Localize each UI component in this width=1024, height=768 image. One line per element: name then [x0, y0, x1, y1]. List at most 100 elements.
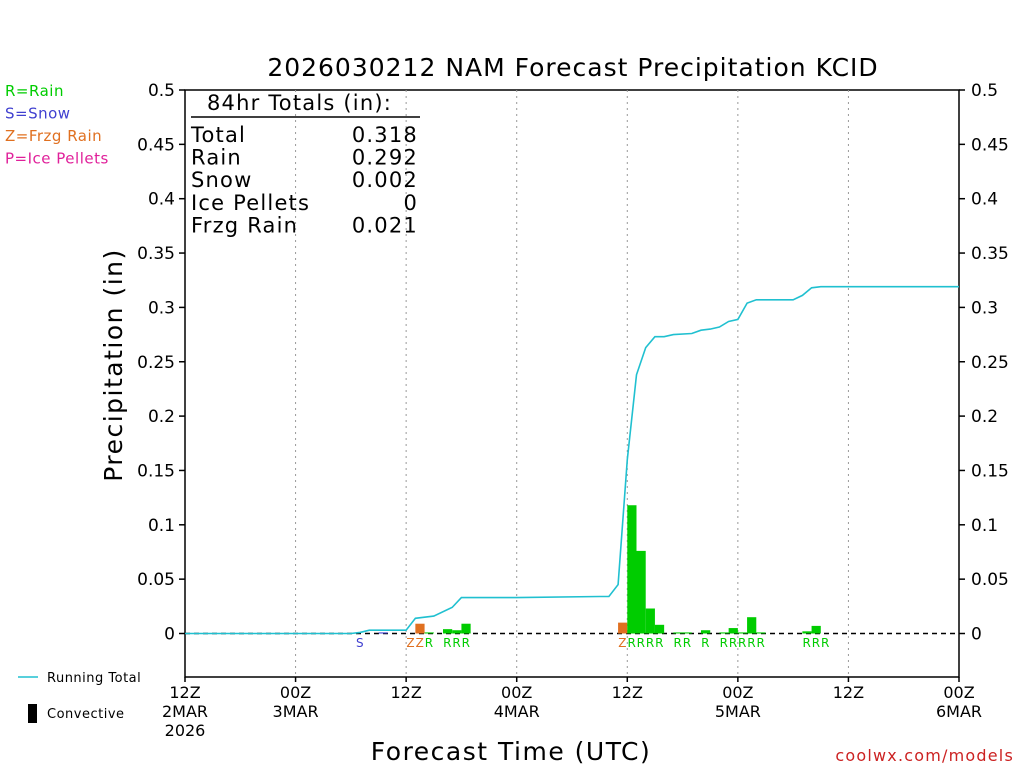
y-axis-label: Precipitation (in) — [99, 248, 128, 482]
totals-label: Total — [190, 123, 246, 147]
y-tick-label-left: 0.45 — [137, 135, 175, 155]
x-tick-label: 2026 — [165, 721, 206, 740]
y-tick-label-left: 0.35 — [137, 244, 175, 264]
type-letter-r: R — [655, 636, 664, 650]
right-y-axis-ticks: 0.5 0.45 0.4 0.35 0.3 0.25 0.2 0.15 0.1 0.05 0 — [959, 81, 1009, 645]
y-tick-label-left: 0.15 — [137, 461, 175, 481]
type-letter-r: R — [747, 636, 756, 650]
type-letter-r: R — [443, 636, 452, 650]
bar-s-hour-21 — [378, 632, 388, 634]
totals-value: 0 — [403, 191, 418, 215]
line-legend: Running Total Convective — [18, 671, 141, 723]
type-letter-r: R — [452, 636, 461, 650]
type-letter-r: R — [683, 636, 692, 650]
type-letter-r: R — [812, 636, 821, 650]
y-tick-label-left: 0.4 — [148, 190, 175, 210]
y-tick-label-left: 0.5 — [148, 81, 175, 101]
x-tick-label: 12Z — [390, 683, 421, 702]
x-tick-label: 00Z — [280, 683, 311, 702]
bar-r-hour-58 — [719, 632, 729, 634]
totals-value: 0.318 — [352, 123, 418, 147]
x-tick-label: 12Z — [169, 683, 200, 702]
y-tick-label-right: 0.15 — [971, 461, 1009, 481]
bar-r-hour-61 — [747, 617, 757, 634]
vertical-gridlines — [295, 90, 849, 677]
bar-r-hour-29 — [452, 630, 462, 634]
totals-label: Frzg Rain — [191, 213, 298, 237]
bar-r-hour-28 — [443, 629, 453, 634]
totals-value: 0.002 — [352, 168, 418, 192]
x-tick-label: 2MAR — [162, 702, 208, 721]
bar-r-hour-53 — [673, 632, 683, 634]
bar-r-hour-50 — [645, 608, 655, 634]
bar-r-hour-49 — [636, 550, 646, 634]
type-letter-s: S — [356, 636, 364, 650]
bar-r-hour-59 — [728, 628, 738, 634]
precip-type-legend-item: Z=Frzg Rain — [5, 127, 102, 145]
x-tick-label: 5MAR — [715, 702, 761, 721]
type-letter-r: R — [720, 636, 729, 650]
chart-title: 2026030212 NAM Forecast Precipitation KC… — [267, 53, 878, 82]
totals-label: Rain — [191, 146, 242, 170]
bar-r-hour-30 — [461, 623, 471, 634]
y-tick-label-right: 0.5 — [971, 81, 998, 101]
convective-legend-label: Convective — [47, 707, 125, 722]
y-tick-label-left: 0 — [164, 625, 175, 645]
type-letter-r: R — [425, 636, 434, 650]
plot-frame — [184, 89, 960, 678]
y-tick-label-right: 0.45 — [971, 135, 1009, 155]
type-letter-r: R — [756, 636, 765, 650]
type-letter-z: Z — [406, 636, 415, 650]
bar-r-hour-68 — [811, 625, 821, 634]
type-letter-r: R — [462, 636, 471, 650]
y-tick-label-right: 0.25 — [971, 353, 1009, 373]
x-tick-label: 6MAR — [936, 702, 982, 721]
y-tick-label-left: 0.05 — [137, 570, 175, 590]
left-y-axis-ticks: 0.5 0.45 0.4 0.35 0.3 0.25 0.2 0.15 0.1 0.05 0 — [137, 81, 185, 645]
type-letter-r: R — [637, 636, 646, 650]
type-letter-r: R — [627, 636, 636, 650]
type-letter-r: R — [738, 636, 747, 650]
precip-type-legend-item: S=Snow — [5, 105, 71, 123]
precipitation-bars — [378, 505, 821, 634]
bar-r-hour-62 — [756, 632, 766, 634]
running-total-legend-label: Running Total — [47, 671, 141, 686]
y-tick-label-left: 0.25 — [137, 353, 175, 373]
y-tick-label-right: 0 — [971, 625, 982, 645]
x-tick-label: 12Z — [612, 683, 643, 702]
type-letter-r: R — [701, 636, 710, 650]
convective-legend-swatch — [28, 704, 37, 723]
running-total-line — [185, 285, 959, 635]
y-tick-label-right: 0.05 — [971, 570, 1009, 590]
y-tick-label-left: 0.1 — [148, 516, 175, 536]
y-tick-label-left: 0.3 — [148, 298, 175, 318]
x-tick-label: 4MAR — [494, 702, 540, 721]
type-letter-r: R — [674, 636, 683, 650]
bar-r-hour-60 — [737, 632, 748, 634]
totals-value: 0.292 — [352, 146, 418, 170]
bar-r-hour-51 — [654, 624, 665, 634]
bar-r-hour-48 — [627, 505, 637, 634]
precip-type-legend: R=Rain S=Snow Z=Frzg Rain P=Ice Pellets — [5, 82, 109, 168]
bar-z-hour-25 — [415, 623, 425, 634]
x-tick-label: 12Z — [833, 683, 864, 702]
totals-value: 0.021 — [352, 213, 418, 237]
x-tick-label: 3MAR — [273, 702, 319, 721]
precip-type-legend-item: R=Rain — [5, 82, 64, 100]
type-letter-r: R — [729, 636, 738, 650]
type-letter-r: R — [803, 636, 812, 650]
x-tick-label: 00Z — [943, 683, 974, 702]
bar-r-hour-67 — [802, 631, 812, 634]
type-letter-r: R — [821, 636, 830, 650]
x-tick-label: 00Z — [722, 683, 753, 702]
x-tick-label: 00Z — [501, 683, 532, 702]
x-axis-label: Forecast Time (UTC) — [371, 737, 651, 766]
bar-r-hour-54 — [682, 632, 692, 634]
y-tick-label-right: 0.35 — [971, 244, 1009, 264]
totals-label: Ice Pellets — [191, 191, 310, 215]
totals-box: 84hr Totals (in): Total 0.318 Rain 0.292 Sno… — [190, 91, 420, 237]
bar-z-hour-47 — [618, 622, 628, 634]
precip-type-legend-item: P=Ice Pellets — [5, 150, 109, 168]
